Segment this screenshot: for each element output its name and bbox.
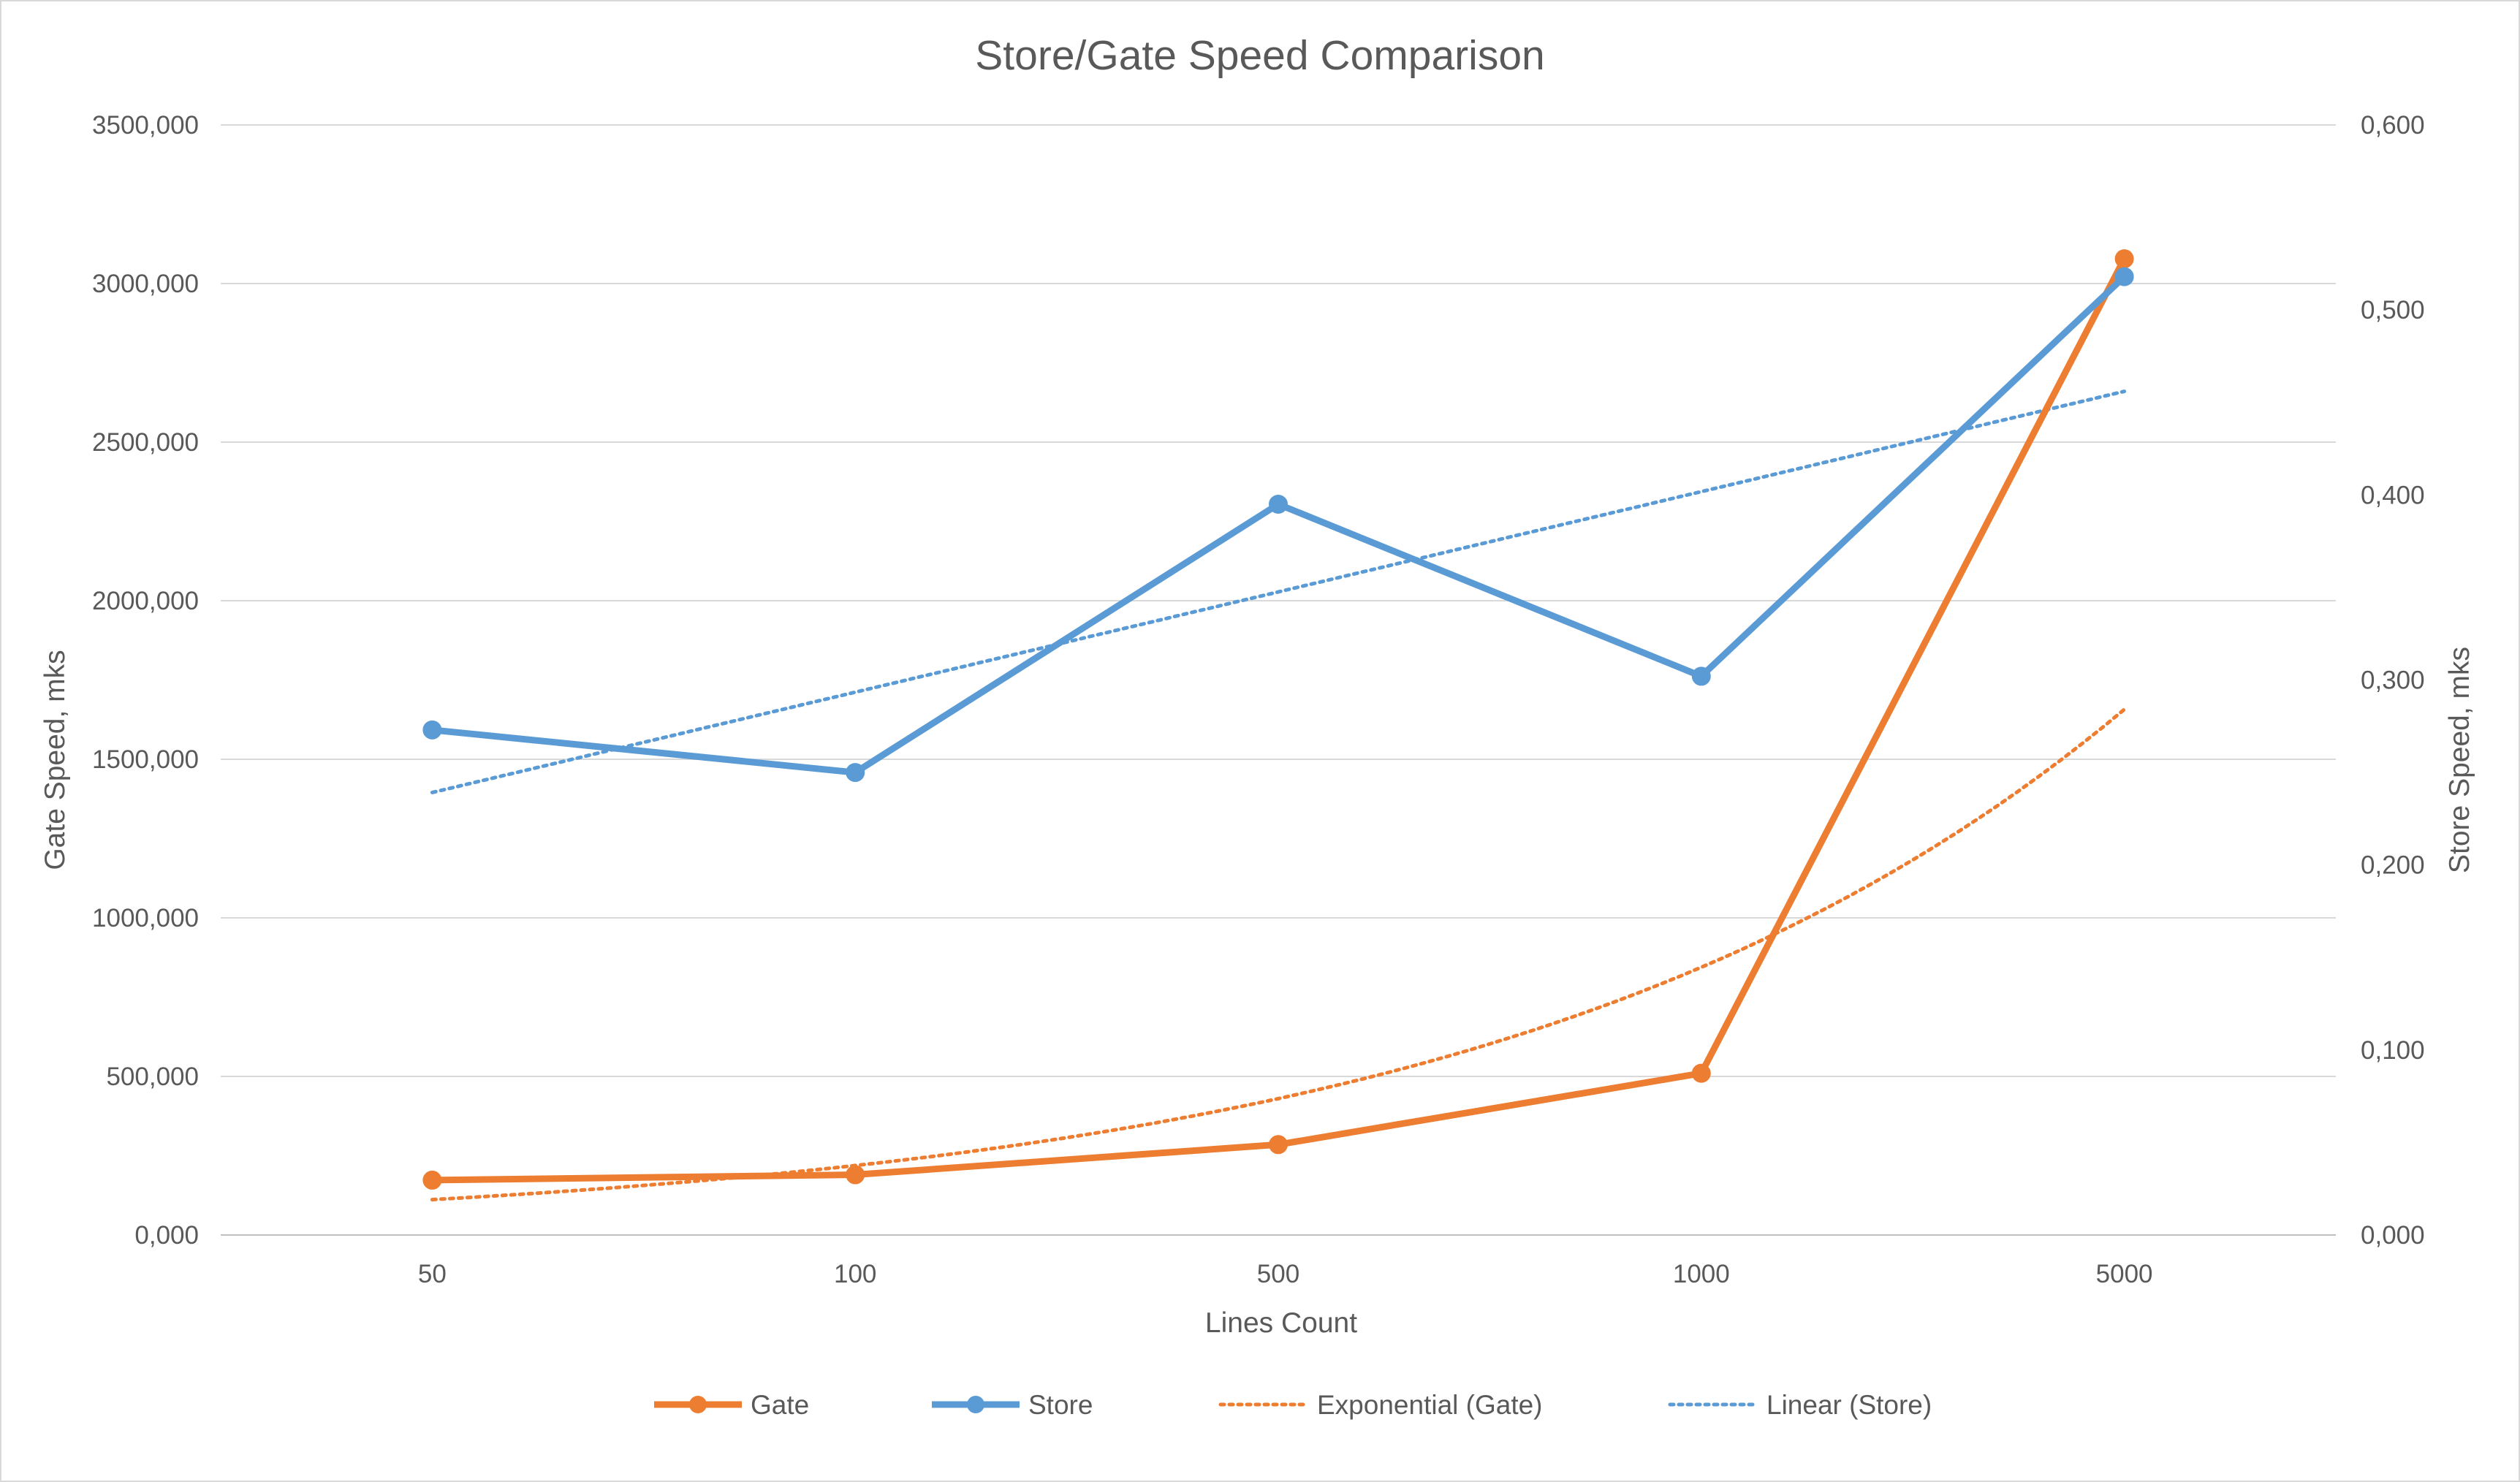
data-point-store	[1269, 494, 1288, 514]
data-point-store	[422, 720, 442, 740]
y2-tick-label: 0,300	[2361, 666, 2425, 695]
y2-tick-label: 0,100	[2361, 1036, 2425, 1065]
y-tick-label: 3000,000	[92, 270, 199, 298]
y-tick-label: 2000,000	[92, 587, 199, 615]
x-tick-label: 50	[418, 1260, 447, 1288]
y2-tick-label: 0,400	[2361, 481, 2425, 509]
legend-label: Gate	[751, 1390, 809, 1420]
data-point-store	[1691, 666, 1711, 686]
y-tick-label: 1000,000	[92, 904, 199, 932]
legend-item-trend-store: Linear (Store)	[1668, 1390, 1932, 1420]
y-tick-label: 2500,000	[92, 428, 199, 457]
legend-item-gate: Gate	[654, 1390, 809, 1420]
legend-item-trend-gate: Exponential (Gate)	[1218, 1390, 1543, 1420]
legend: Gate Store Exponential (Gate) Linear (Store…	[654, 1390, 1932, 1420]
legend-label: Exponential (Gate)	[1317, 1390, 1543, 1420]
y-axis-left: 0,000 500,000 1000,000 1500,000 2000,000 2500…	[92, 111, 199, 1250]
data-point-store	[846, 763, 865, 783]
x-tick-label: 500	[1257, 1260, 1299, 1288]
data-point-gate	[1269, 1135, 1288, 1155]
legend-label: Store	[1028, 1390, 1093, 1420]
data-point-gate	[1691, 1063, 1711, 1083]
series-gate	[422, 249, 2134, 1190]
y-tick-label: 1500,000	[92, 745, 199, 774]
data-point-gate	[846, 1165, 865, 1185]
y2-tick-label: 0,000	[2361, 1221, 2425, 1250]
y-tick-label: 3500,000	[92, 111, 199, 140]
legend-marker	[689, 1396, 707, 1413]
legend-item-store: Store	[932, 1390, 1093, 1420]
legend-label: Linear (Store)	[1766, 1390, 1932, 1420]
y2-tick-label: 0,500	[2361, 296, 2425, 324]
x-axis-title: Lines Count	[1205, 1307, 1357, 1339]
y2-axis-title: Store Speed, mks	[2444, 647, 2475, 873]
y2-tick-label: 0,200	[2361, 851, 2425, 880]
series-store	[422, 267, 2134, 783]
legend-marker	[967, 1396, 984, 1413]
y-axis-right: 0,000 0,100 0,200 0,300 0,400 0,500 0,600	[2361, 111, 2425, 1250]
trendline-store	[430, 390, 2127, 794]
chart-title: Store/Gate Speed Comparison	[975, 32, 1544, 79]
gridlines	[221, 124, 2336, 1236]
x-tick-label: 100	[834, 1260, 876, 1288]
y-tick-label: 500,000	[106, 1063, 199, 1091]
y2-tick-label: 0,600	[2361, 111, 2425, 140]
x-tick-label: 5000	[2096, 1260, 2153, 1288]
x-axis: 50 100 500 1000 5000	[418, 1260, 2153, 1288]
y-axis-title: Gate Speed, mks	[39, 650, 71, 870]
data-point-store	[2114, 267, 2134, 286]
x-tick-label: 1000	[1673, 1260, 1730, 1288]
data-point-gate	[2114, 249, 2134, 269]
data-point-gate	[422, 1170, 442, 1190]
series	[422, 249, 2134, 1190]
y-tick-label: 0,000	[134, 1221, 199, 1250]
